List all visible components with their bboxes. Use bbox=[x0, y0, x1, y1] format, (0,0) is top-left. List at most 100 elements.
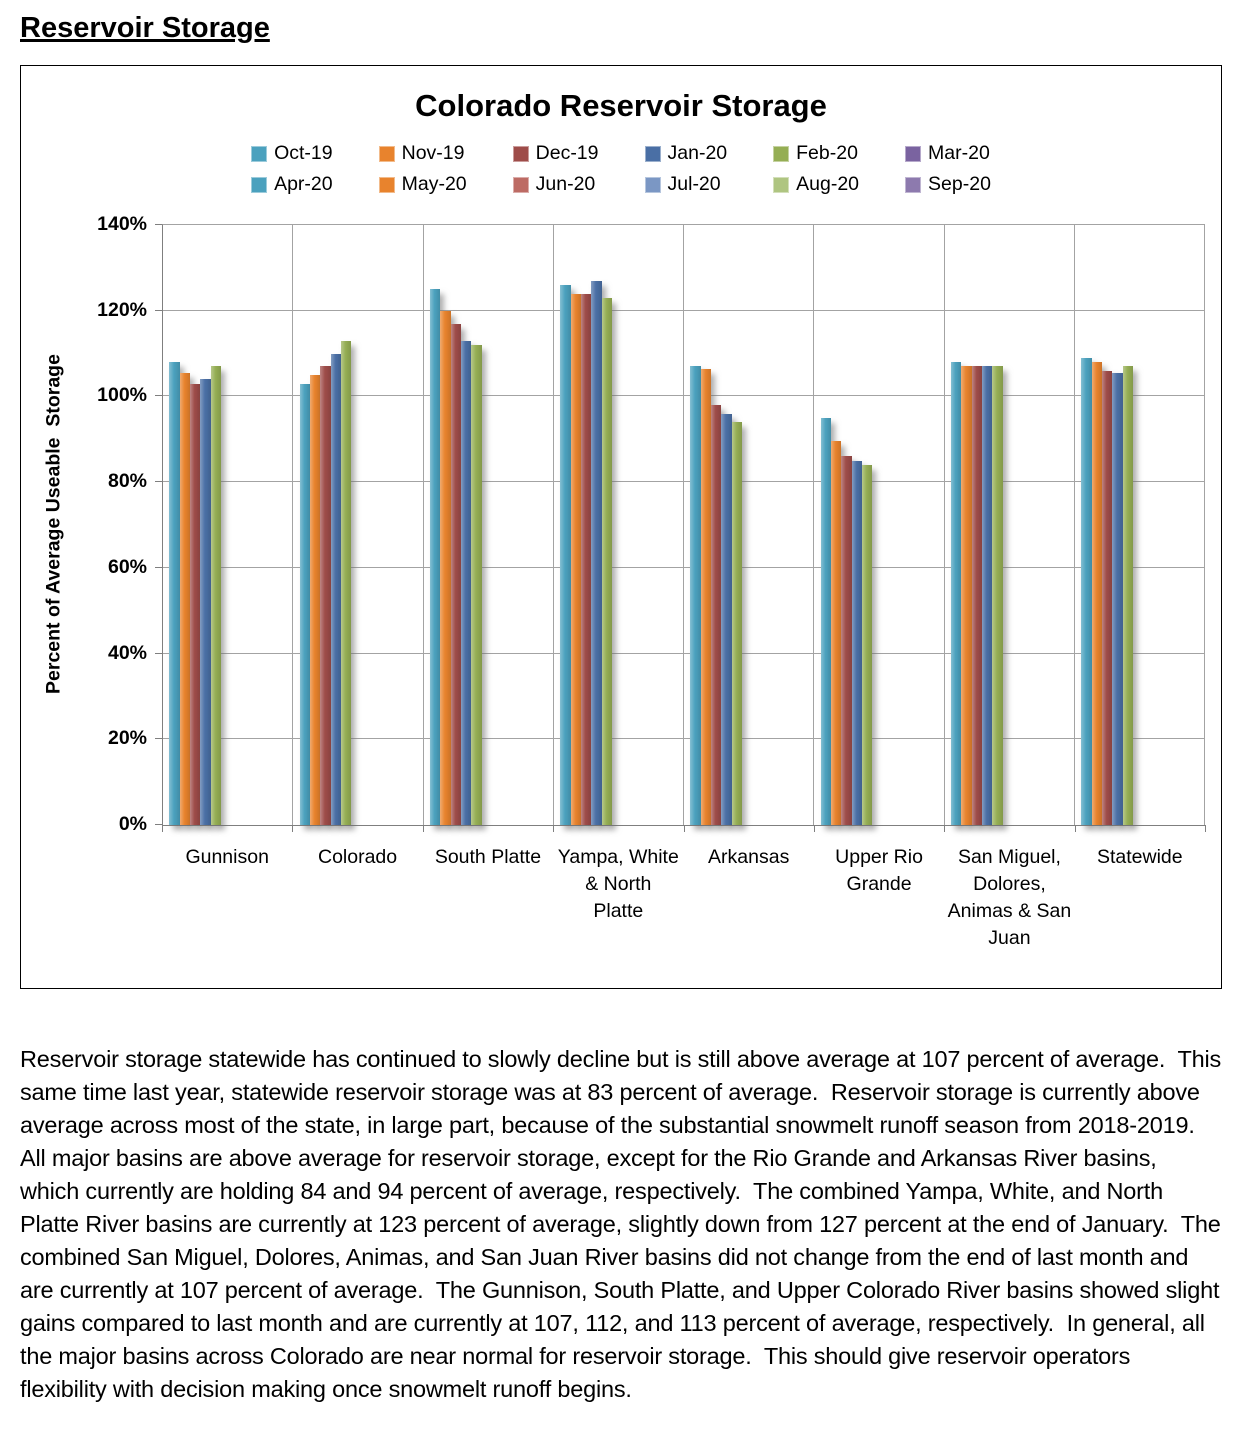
bar-group bbox=[424, 225, 554, 825]
bar-shading bbox=[690, 366, 701, 825]
legend-label: May-20 bbox=[401, 173, 467, 195]
bar-dec-19 bbox=[841, 456, 852, 825]
y-tick-label: 140% bbox=[97, 213, 147, 235]
legend-swatch-icon bbox=[251, 176, 268, 193]
chart-plot-area: Percent of Average Useable Storage 0% 20%… bbox=[21, 206, 1221, 974]
bar-dec-19 bbox=[450, 323, 461, 825]
x-axis-ticks bbox=[162, 825, 1206, 832]
legend-label: Sep-20 bbox=[928, 173, 991, 195]
legend-swatch-icon bbox=[378, 176, 395, 193]
bar-feb-20 bbox=[862, 465, 873, 825]
legend-item-sep-20: Sep-20 bbox=[905, 173, 991, 196]
y-tick-label: 120% bbox=[97, 298, 147, 321]
bar-jan-20 bbox=[721, 413, 732, 825]
chart-legend: Oct-19 Nov-19 Dec-19 Jan-20 Feb-20 Mar-20 Apr-… bbox=[21, 142, 1221, 196]
bar-shading bbox=[320, 366, 331, 825]
chart-title: Colorado Reservoir Storage bbox=[415, 88, 827, 123]
bar-shading bbox=[831, 441, 842, 825]
gridline bbox=[163, 395, 1205, 397]
bar-shading bbox=[981, 366, 993, 825]
legend-swatch-icon bbox=[512, 176, 529, 193]
body-paragraph: Reservoir storage statewide has continue… bbox=[20, 1046, 1228, 1402]
x-axis-label: South Platte bbox=[434, 846, 542, 868]
bar-feb-20 bbox=[471, 345, 482, 825]
legend-label: Apr-20 bbox=[274, 173, 333, 195]
bar-group bbox=[293, 225, 424, 825]
legend-item-may-20: May-20 bbox=[378, 173, 467, 196]
y-tick-label: 20% bbox=[107, 727, 147, 750]
legend-swatch-icon bbox=[644, 145, 661, 162]
chart-figure: Colorado Reservoir Storage Oct-19 Nov-19 D… bbox=[20, 65, 1222, 989]
legend-item-jul-20: Jul-20 bbox=[644, 173, 728, 196]
bar-feb-20 bbox=[992, 366, 1003, 825]
x-tick-mark bbox=[813, 825, 815, 832]
bar-shading bbox=[971, 366, 982, 825]
bar-nov-19 bbox=[179, 372, 191, 825]
bar-jan-20 bbox=[200, 379, 211, 825]
bar-nov-19 bbox=[1091, 362, 1102, 825]
legend-item-apr-20: Apr-20 bbox=[251, 173, 333, 196]
legend-item-oct-19: Oct-19 bbox=[251, 142, 333, 165]
legend-swatch-icon bbox=[905, 145, 922, 162]
y-tick-mark bbox=[155, 395, 162, 397]
y-tick-mark bbox=[155, 566, 162, 568]
legend-label: Mar-20 bbox=[928, 142, 990, 164]
bar-shading bbox=[1112, 372, 1123, 825]
y-tick-label: 100% bbox=[97, 384, 147, 407]
bar-dec-19 bbox=[1101, 370, 1113, 825]
bar-group bbox=[163, 225, 294, 825]
x-tick-mark bbox=[553, 825, 555, 832]
gridline bbox=[163, 481, 1205, 483]
legend-item-dec-19: Dec-19 bbox=[512, 142, 599, 165]
legend-item-feb-20: Feb-20 bbox=[773, 142, 859, 165]
legend-swatch-icon bbox=[251, 145, 268, 162]
bar-shading bbox=[1122, 366, 1133, 825]
bar-jan-20 bbox=[1112, 372, 1123, 825]
bar-group bbox=[814, 225, 945, 825]
x-tick-mark bbox=[292, 825, 294, 832]
bar-shading bbox=[700, 368, 712, 825]
bar-shading bbox=[179, 372, 191, 825]
bar-dec-19 bbox=[190, 383, 201, 825]
x-axis-label: San Miguel, Dolores, Animas & San Juan bbox=[947, 846, 1072, 949]
bar-shading bbox=[440, 310, 451, 825]
bar-shading bbox=[580, 293, 592, 825]
legend-label: Oct-19 bbox=[274, 142, 333, 164]
x-tick-mark bbox=[422, 825, 424, 832]
bar-shading bbox=[200, 379, 211, 825]
x-axis-label: Gunnison bbox=[185, 846, 269, 868]
x-axis-label: Arkansas bbox=[708, 846, 790, 868]
bar-oct-19 bbox=[299, 383, 311, 825]
bar-shading bbox=[961, 366, 972, 825]
legend-label: Feb-20 bbox=[796, 142, 858, 164]
bar-shading bbox=[1101, 370, 1113, 825]
bar-shading bbox=[591, 280, 602, 825]
legend-swatch-icon bbox=[905, 176, 922, 193]
bar-group bbox=[554, 225, 684, 825]
y-tick-label: 40% bbox=[107, 641, 147, 664]
bar-shading bbox=[450, 323, 461, 825]
bar-shading bbox=[190, 383, 201, 825]
gridline bbox=[163, 309, 1205, 311]
gridline bbox=[163, 652, 1205, 654]
x-axis-labels: Gunnison Colorado South Platte Yampa, White… bbox=[162, 842, 1205, 952]
bar-shading bbox=[731, 422, 743, 825]
legend-item-aug-20: Aug-20 bbox=[773, 173, 859, 196]
bar-dec-19 bbox=[971, 366, 982, 825]
x-tick-mark bbox=[944, 825, 946, 832]
page-title: Reservoir Storage bbox=[20, 12, 270, 44]
legend-label: Dec-19 bbox=[535, 142, 599, 164]
bar-oct-19 bbox=[690, 366, 701, 825]
legend-swatch-icon bbox=[773, 145, 790, 162]
bar-shading bbox=[341, 340, 352, 825]
legend-item-jan-20: Jan-20 bbox=[644, 142, 727, 165]
legend-item-mar-20: Mar-20 bbox=[905, 142, 991, 165]
bar-oct-19 bbox=[560, 285, 571, 825]
bar-shading bbox=[429, 289, 441, 825]
bar-nov-19 bbox=[440, 310, 451, 825]
bar-jan-20 bbox=[591, 280, 602, 825]
x-tick-mark bbox=[1074, 825, 1076, 832]
bar-nov-19 bbox=[831, 441, 842, 825]
x-tick-mark bbox=[683, 825, 685, 832]
bar-shading bbox=[820, 417, 832, 825]
